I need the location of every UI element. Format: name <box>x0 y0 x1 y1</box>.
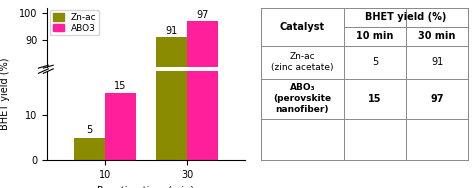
Bar <box>156 37 187 188</box>
Text: 5: 5 <box>372 57 378 67</box>
Text: 91: 91 <box>431 57 443 67</box>
Bar <box>156 0 187 160</box>
Bar <box>74 138 105 160</box>
Text: ABO₃
(perovskite
nanofiber): ABO₃ (perovskite nanofiber) <box>273 83 332 114</box>
Text: 97: 97 <box>430 94 444 104</box>
Text: 91: 91 <box>166 26 178 36</box>
X-axis label: Reaction time (min): Reaction time (min) <box>97 185 194 188</box>
Bar <box>187 0 219 160</box>
Legend: Zn-ac, ABO3: Zn-ac, ABO3 <box>50 10 99 36</box>
Text: 10 min: 10 min <box>356 31 394 41</box>
Text: Zn-ac
(zinc acetate): Zn-ac (zinc acetate) <box>271 52 333 72</box>
Text: 15: 15 <box>114 81 127 91</box>
Text: 15: 15 <box>368 94 382 104</box>
Text: 97: 97 <box>197 10 209 20</box>
Text: Catalyst: Catalyst <box>280 22 325 32</box>
Bar <box>187 21 219 188</box>
Text: 5: 5 <box>86 125 92 135</box>
Text: BHET yield (%): BHET yield (%) <box>0 58 10 130</box>
Text: 30 min: 30 min <box>419 31 456 41</box>
Bar <box>105 93 136 160</box>
Text: BHET yield (%): BHET yield (%) <box>365 12 447 22</box>
